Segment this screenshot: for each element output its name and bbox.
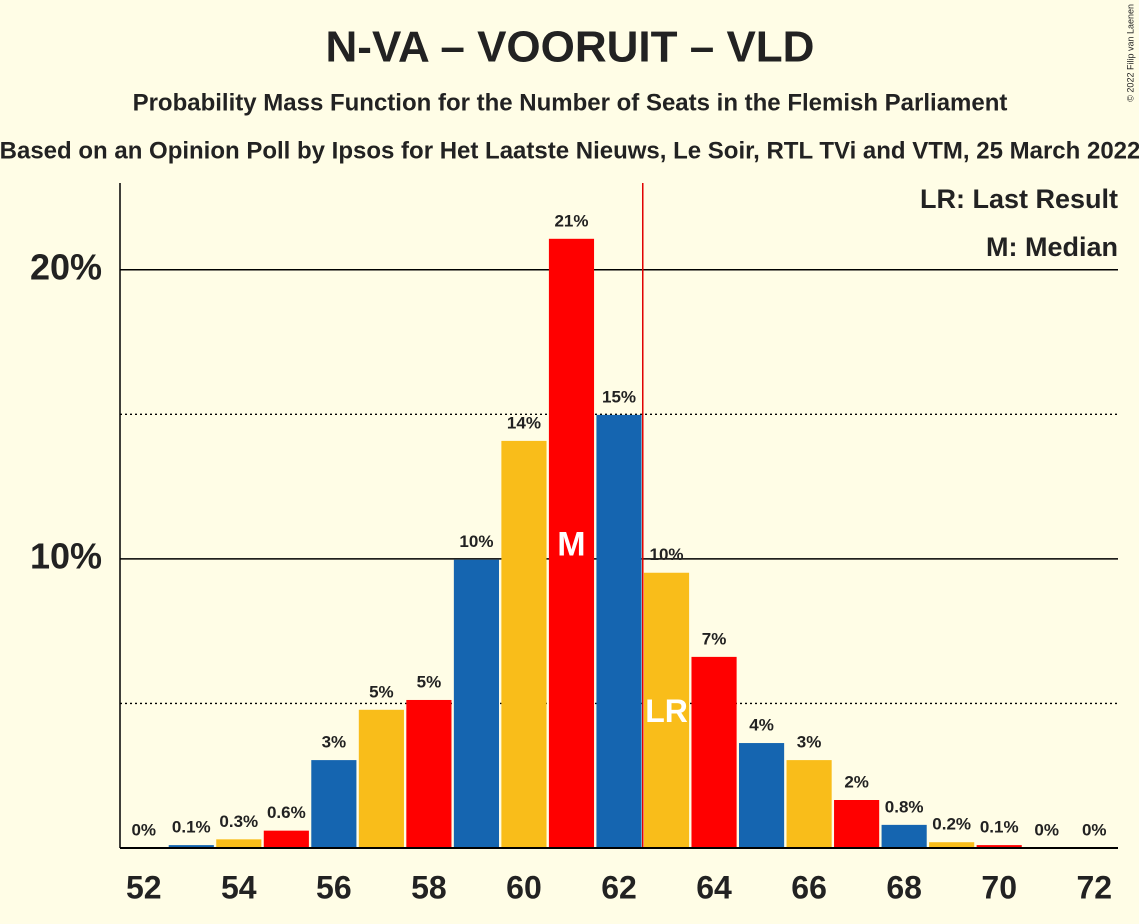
value-label: 3% — [797, 733, 822, 752]
x-tick-label: 58 — [411, 869, 447, 905]
value-label: 14% — [507, 413, 541, 432]
bar — [786, 760, 832, 848]
x-tick-label: 62 — [601, 869, 637, 905]
bar — [406, 699, 452, 848]
x-tick-label: 60 — [506, 869, 542, 905]
bar — [834, 800, 880, 848]
bar — [643, 572, 690, 848]
chart-subtitle: Based on an Opinion Poll by Ipsos for He… — [0, 137, 1139, 164]
y-tick-label: 10% — [30, 535, 102, 576]
x-tick-label: 72 — [1076, 869, 1112, 905]
bar — [881, 824, 927, 848]
last-result-marker: LR — [645, 693, 688, 729]
y-tick-label: 20% — [30, 246, 102, 287]
bar — [263, 830, 309, 848]
value-label: 0% — [1082, 820, 1107, 839]
x-tick-label: 66 — [791, 869, 827, 905]
value-label: 0% — [131, 820, 156, 839]
bar — [168, 845, 214, 848]
value-label: 0.8% — [885, 797, 924, 816]
value-label: 0.2% — [932, 815, 971, 834]
value-label: 15% — [602, 387, 636, 406]
value-label: 3% — [322, 733, 347, 752]
value-label: 0.3% — [219, 812, 258, 831]
copyright: © 2022 Filip van Laenen — [1125, 4, 1135, 102]
x-tick-label: 54 — [221, 869, 257, 905]
bar — [501, 440, 547, 848]
bar — [691, 656, 737, 848]
x-tick-label: 52 — [126, 869, 162, 905]
bar — [358, 709, 404, 848]
value-label: 0% — [1034, 820, 1059, 839]
chart-subtitle: Probability Mass Function for the Number… — [133, 89, 1008, 116]
value-label: 10% — [459, 532, 493, 551]
x-tick-label: 56 — [316, 869, 352, 905]
x-tick-label: 70 — [981, 869, 1017, 905]
bar — [738, 743, 785, 848]
chart-title: N-VA – VOORUIT – VLD — [326, 23, 815, 72]
bar — [596, 414, 642, 848]
value-label: 5% — [369, 682, 394, 701]
legend-entry: M: Median — [986, 232, 1118, 262]
bar — [548, 238, 595, 848]
value-label: 7% — [702, 629, 727, 648]
bar — [453, 559, 500, 848]
x-tick-label: 64 — [696, 869, 732, 905]
bar — [311, 760, 357, 848]
value-label: 4% — [749, 716, 774, 735]
median-marker: M — [557, 525, 585, 563]
x-tick-label: 68 — [886, 869, 922, 905]
legend-entry: LR: Last Result — [920, 184, 1118, 214]
bar — [976, 845, 1022, 848]
value-label: 10% — [650, 545, 684, 564]
value-label: 5% — [417, 672, 442, 691]
value-label: 0.1% — [980, 818, 1019, 837]
bar — [929, 842, 975, 848]
value-label: 2% — [844, 772, 869, 791]
value-label: 21% — [554, 211, 588, 230]
value-label: 0.1% — [172, 818, 211, 837]
value-label: 0.6% — [267, 803, 306, 822]
bar — [216, 839, 262, 848]
